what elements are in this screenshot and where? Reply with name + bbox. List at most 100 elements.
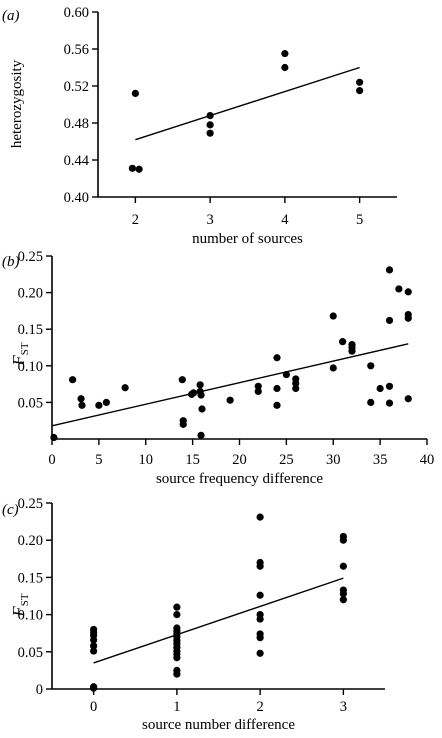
y-axis-label-sub-b: ST [19,342,31,355]
data-point-b [385,382,394,390]
x-tick-label-b: 5 [95,452,102,468]
data-point-b [273,384,281,393]
data-point-b [367,398,375,406]
y-axis-label-a: heterozygosity [9,59,25,148]
data-point-c [256,562,264,570]
regression-line-c [93,577,344,664]
data-point-b [395,285,403,293]
data-point-c [339,596,347,604]
y-tick-label-a: 0.44 [64,153,90,169]
data-point-b [226,396,234,404]
y-tick-label-a: 0.48 [64,116,89,132]
data-point-b [197,431,205,439]
data-point-b [292,384,300,393]
x-tick-label-a: 5 [356,212,363,228]
data-point-c [90,647,98,655]
y-tick-label-a: 0.60 [64,5,89,21]
y-tick-label-a: 0.40 [64,190,89,206]
data-point-c [90,684,98,692]
y-tick-label-a: 0.52 [64,79,89,95]
x-axis-label-c: source number difference [142,717,295,733]
data-point-a [281,63,289,72]
data-point-b [179,420,187,428]
data-point-c [339,562,347,570]
data-point-c [173,603,181,611]
panel-a: 0.40 0.44 0.48 0.52 0.56 0.60 2 3 4 5 number of so… [2,5,397,247]
data-point-c [90,642,98,650]
data-point-c [256,513,264,521]
data-point-b [404,395,412,403]
y-tick-label-c: 0.25 [18,496,43,512]
y-axis-label-sub-c: ST [19,593,31,606]
y-tick-label-c: 0.05 [18,645,43,661]
regression-line-b [51,343,409,427]
data-point-b [385,316,394,325]
y-tick-label-b: 0.20 [18,286,43,302]
x-tick-label-b: 0 [48,452,55,468]
data-point-b [273,354,281,362]
data-point-b [329,364,337,372]
data-point-a [206,129,214,137]
data-point-b [254,382,262,390]
data-point-b [50,433,58,442]
data-point-c [256,591,264,599]
x-tick-label-a: 2 [132,212,139,228]
x-tick-label-b: 15 [185,452,200,468]
y-tick-label-b: 0.10 [18,359,43,375]
data-point-a [356,87,364,95]
y-tick-label-c: 0 [36,682,43,698]
y-tick-label-c: 0.10 [18,608,43,624]
data-point-a [206,112,214,120]
data-point-c [339,536,347,544]
data-point-b [254,387,262,396]
x-tick-label-b: 25 [279,452,294,468]
data-point-b [282,370,290,379]
y-tick-label-c: 0.15 [18,570,43,586]
data-point-b [385,266,394,274]
data-point-b [78,401,86,409]
data-point-b [178,376,186,384]
data-point-b [189,389,198,397]
data-point-c [173,611,181,619]
x-tick-label-b: 40 [420,452,435,468]
y-tick-label-b: 0.05 [18,395,43,411]
x-tick-label-a: 4 [281,212,289,228]
data-point-b [197,391,205,399]
x-axis-label-a: number of sources [192,231,303,247]
panel-label-c: (c) [2,502,19,518]
x-tick-label-b: 20 [232,452,247,468]
data-point-c [256,634,264,642]
data-point-a [131,89,139,97]
regression-line-a [135,66,360,141]
y-axis-label-b: FST [9,342,31,367]
panel-label-b: (b) [2,254,20,270]
x-tick-label-c: 3 [340,699,347,715]
data-point-a [128,164,136,172]
y-axis-label-main-c: F [9,606,28,618]
panel-b: 0.05 0.10 0.15 0.20 0.25 0 5 10 15 20 25 30 35 40 sour… [2,249,434,487]
data-point-b [404,288,412,296]
x-tick-label-a: 3 [207,212,214,228]
data-point-b [69,376,77,384]
y-axis-label-main-b: F [9,355,28,367]
x-tick-label-b: 30 [326,452,341,468]
data-point-b [367,362,375,370]
panel-c: 0 0.05 0.10 0.15 0.20 0.25 0 1 2 3 source number d… [2,496,385,733]
data-point-b [339,338,347,346]
data-point-b [102,398,110,406]
data-point-a [356,78,364,86]
data-point-b [292,379,300,387]
x-axis-label-b: source frequency difference [156,471,323,487]
data-point-c [256,615,264,623]
x-tick-label-c: 2 [257,699,264,715]
data-point-c [339,590,347,598]
y-tick-label-c: 0.20 [18,533,43,549]
y-tick-label-a: 0.56 [64,42,89,58]
data-point-b [121,384,129,392]
data-point-a [206,121,214,129]
data-point-b [95,401,103,409]
data-point-a [281,50,289,58]
data-point-c [90,636,98,644]
data-point-b [348,347,356,355]
